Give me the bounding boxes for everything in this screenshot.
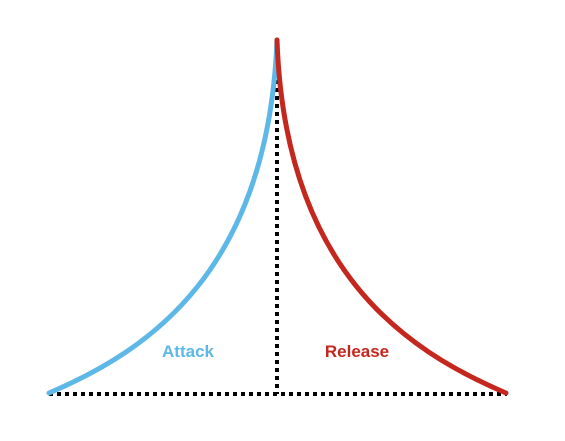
release-label: Release <box>325 342 389 361</box>
attack-curve <box>46 37 280 396</box>
release-curve <box>274 37 509 396</box>
attack-label: Attack <box>162 342 215 361</box>
